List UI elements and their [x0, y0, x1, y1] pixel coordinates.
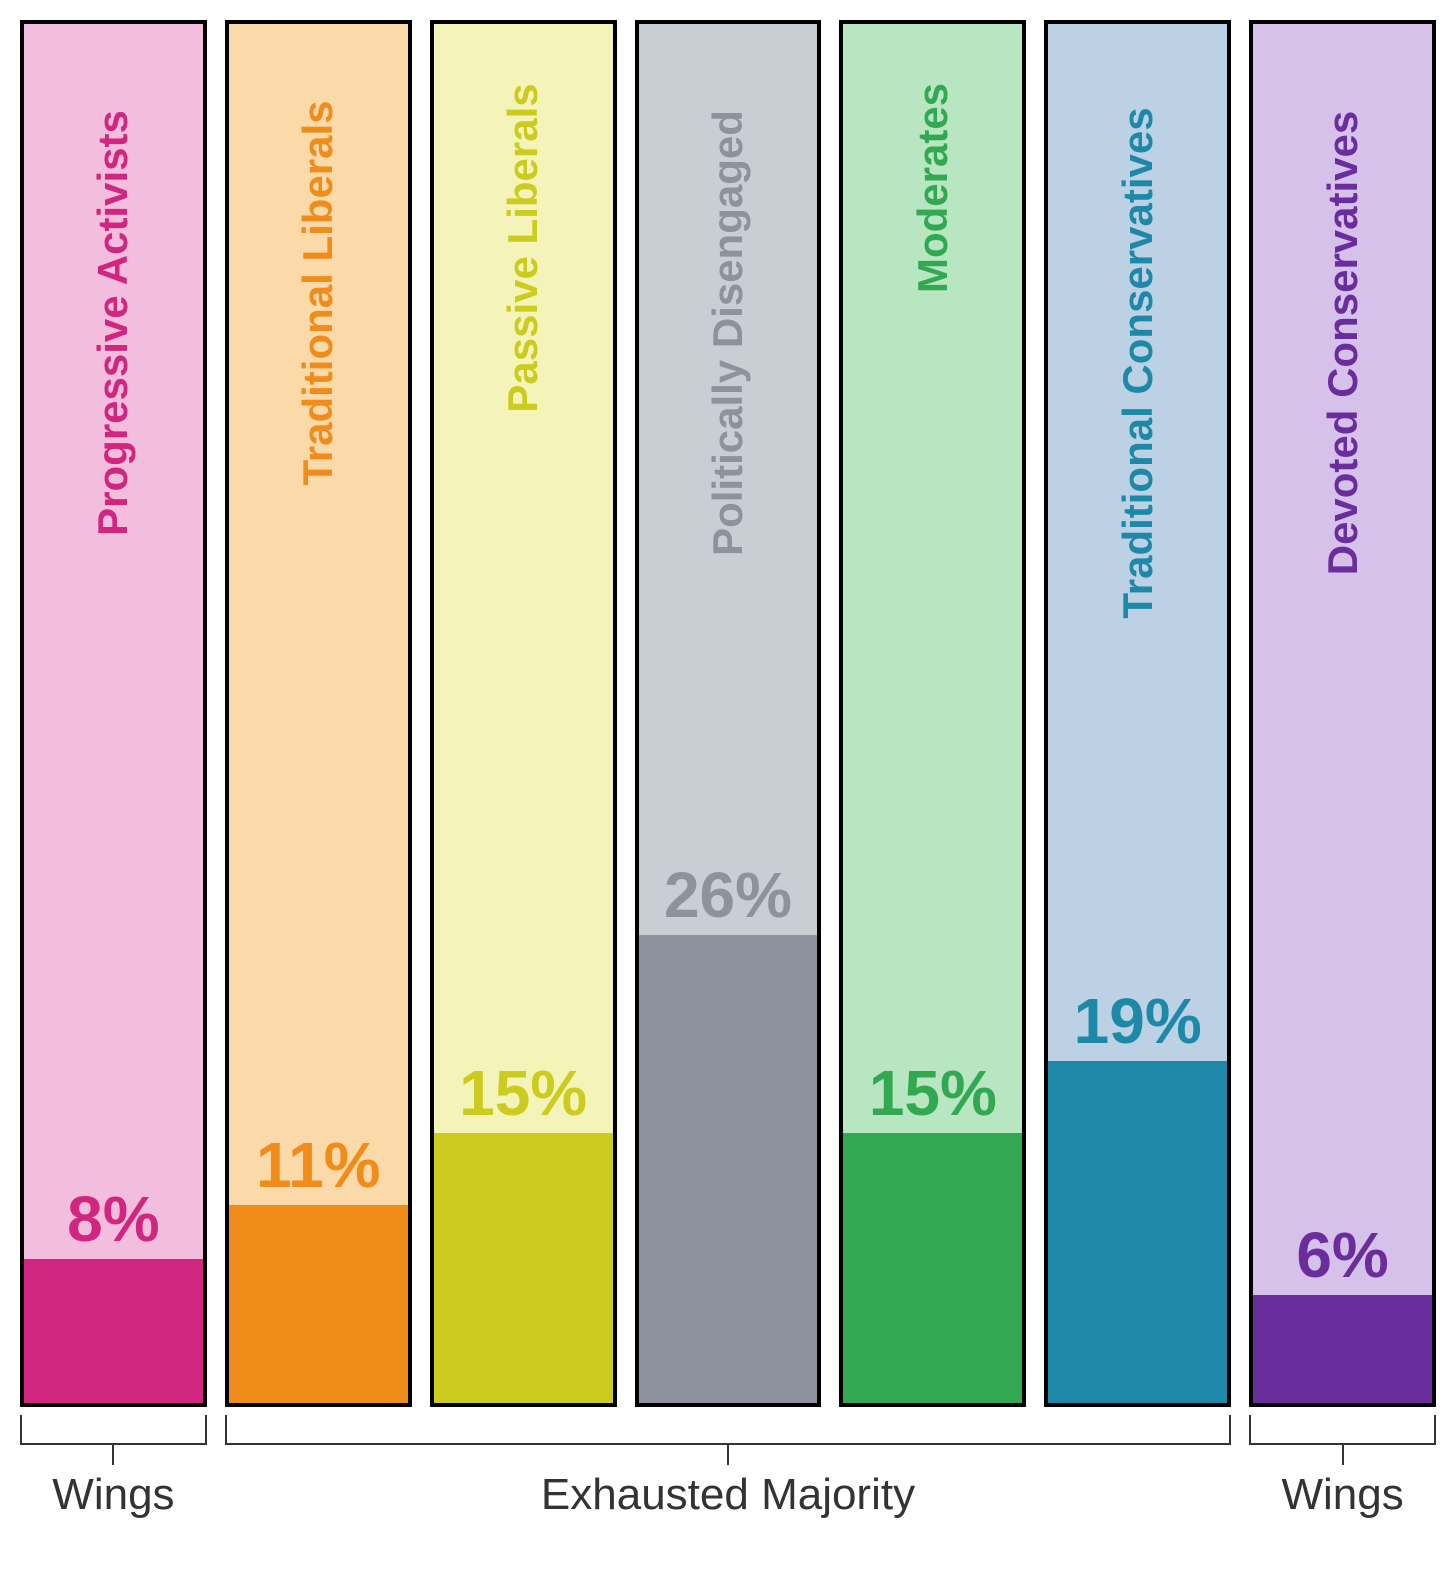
bar-column-4: Moderates 15%	[839, 20, 1026, 1407]
bar-fill	[1253, 1295, 1432, 1403]
bar-percent-label: 19%	[1048, 989, 1227, 1053]
bar-upper: Moderates 15%	[843, 24, 1022, 1133]
bar-fill	[639, 935, 818, 1403]
bars-area: Progressive Activists 8% Traditional Liber…	[20, 20, 1436, 1407]
bar-column-6: Devoted Conservatives 6%	[1249, 20, 1436, 1407]
bar-percent-label: 26%	[639, 863, 818, 927]
bar-column-0: Progressive Activists 8%	[20, 20, 207, 1407]
bar-upper: Politically Disengaged 26%	[639, 24, 818, 935]
bar-fill	[229, 1205, 408, 1403]
bar-column-5: Traditional Conservatives 19%	[1044, 20, 1231, 1407]
bar-upper: Devoted Conservatives 6%	[1253, 24, 1432, 1295]
bar-upper: Passive Liberals 15%	[434, 24, 613, 1133]
bracket-label: Exhausted Majority	[541, 1470, 915, 1520]
bar-column-3: Politically Disengaged 26%	[635, 20, 822, 1407]
bracket-line	[225, 1415, 1231, 1445]
bracket-label: Wings	[1281, 1470, 1403, 1520]
bar-upper: Traditional Conservatives 19%	[1048, 24, 1227, 1061]
bar-category-label: Passive Liberals	[499, 83, 547, 412]
bar-fill	[1048, 1061, 1227, 1403]
bar-category-label: Progressive Activists	[89, 110, 137, 536]
bar-percent-label: 11%	[229, 1133, 408, 1197]
bar-column-2: Passive Liberals 15%	[430, 20, 617, 1407]
bracket-tick	[1342, 1445, 1344, 1465]
bar-percent-label: 6%	[1253, 1223, 1432, 1287]
bar-percent-label: 15%	[843, 1061, 1022, 1125]
bar-category-label: Devoted Conservatives	[1319, 111, 1367, 576]
bar-fill	[24, 1259, 203, 1403]
bar-fill	[843, 1133, 1022, 1403]
bar-category-label: Moderates	[909, 83, 957, 293]
bracket-line	[1249, 1415, 1436, 1445]
bracket-0: Wings	[20, 1415, 207, 1445]
brackets-area: Wings Exhausted Majority Wings	[20, 1415, 1436, 1565]
political-tribes-chart: Progressive Activists 8% Traditional Liber…	[20, 20, 1436, 1565]
bar-category-label: Traditional Liberals	[294, 100, 342, 485]
bar-category-label: Traditional Conservatives	[1114, 107, 1162, 618]
bar-category-label: Politically Disengaged	[704, 110, 752, 556]
bracket-2: Wings	[1249, 1415, 1436, 1445]
bar-fill	[434, 1133, 613, 1403]
bracket-label: Wings	[52, 1470, 174, 1520]
bracket-tick	[112, 1445, 114, 1465]
bracket-tick	[727, 1445, 729, 1465]
bar-percent-label: 8%	[24, 1187, 203, 1251]
bracket-line	[20, 1415, 207, 1445]
bar-upper: Progressive Activists 8%	[24, 24, 203, 1259]
bracket-1: Exhausted Majority	[225, 1415, 1231, 1445]
bar-column-1: Traditional Liberals 11%	[225, 20, 412, 1407]
bar-percent-label: 15%	[434, 1061, 613, 1125]
bar-upper: Traditional Liberals 11%	[229, 24, 408, 1205]
